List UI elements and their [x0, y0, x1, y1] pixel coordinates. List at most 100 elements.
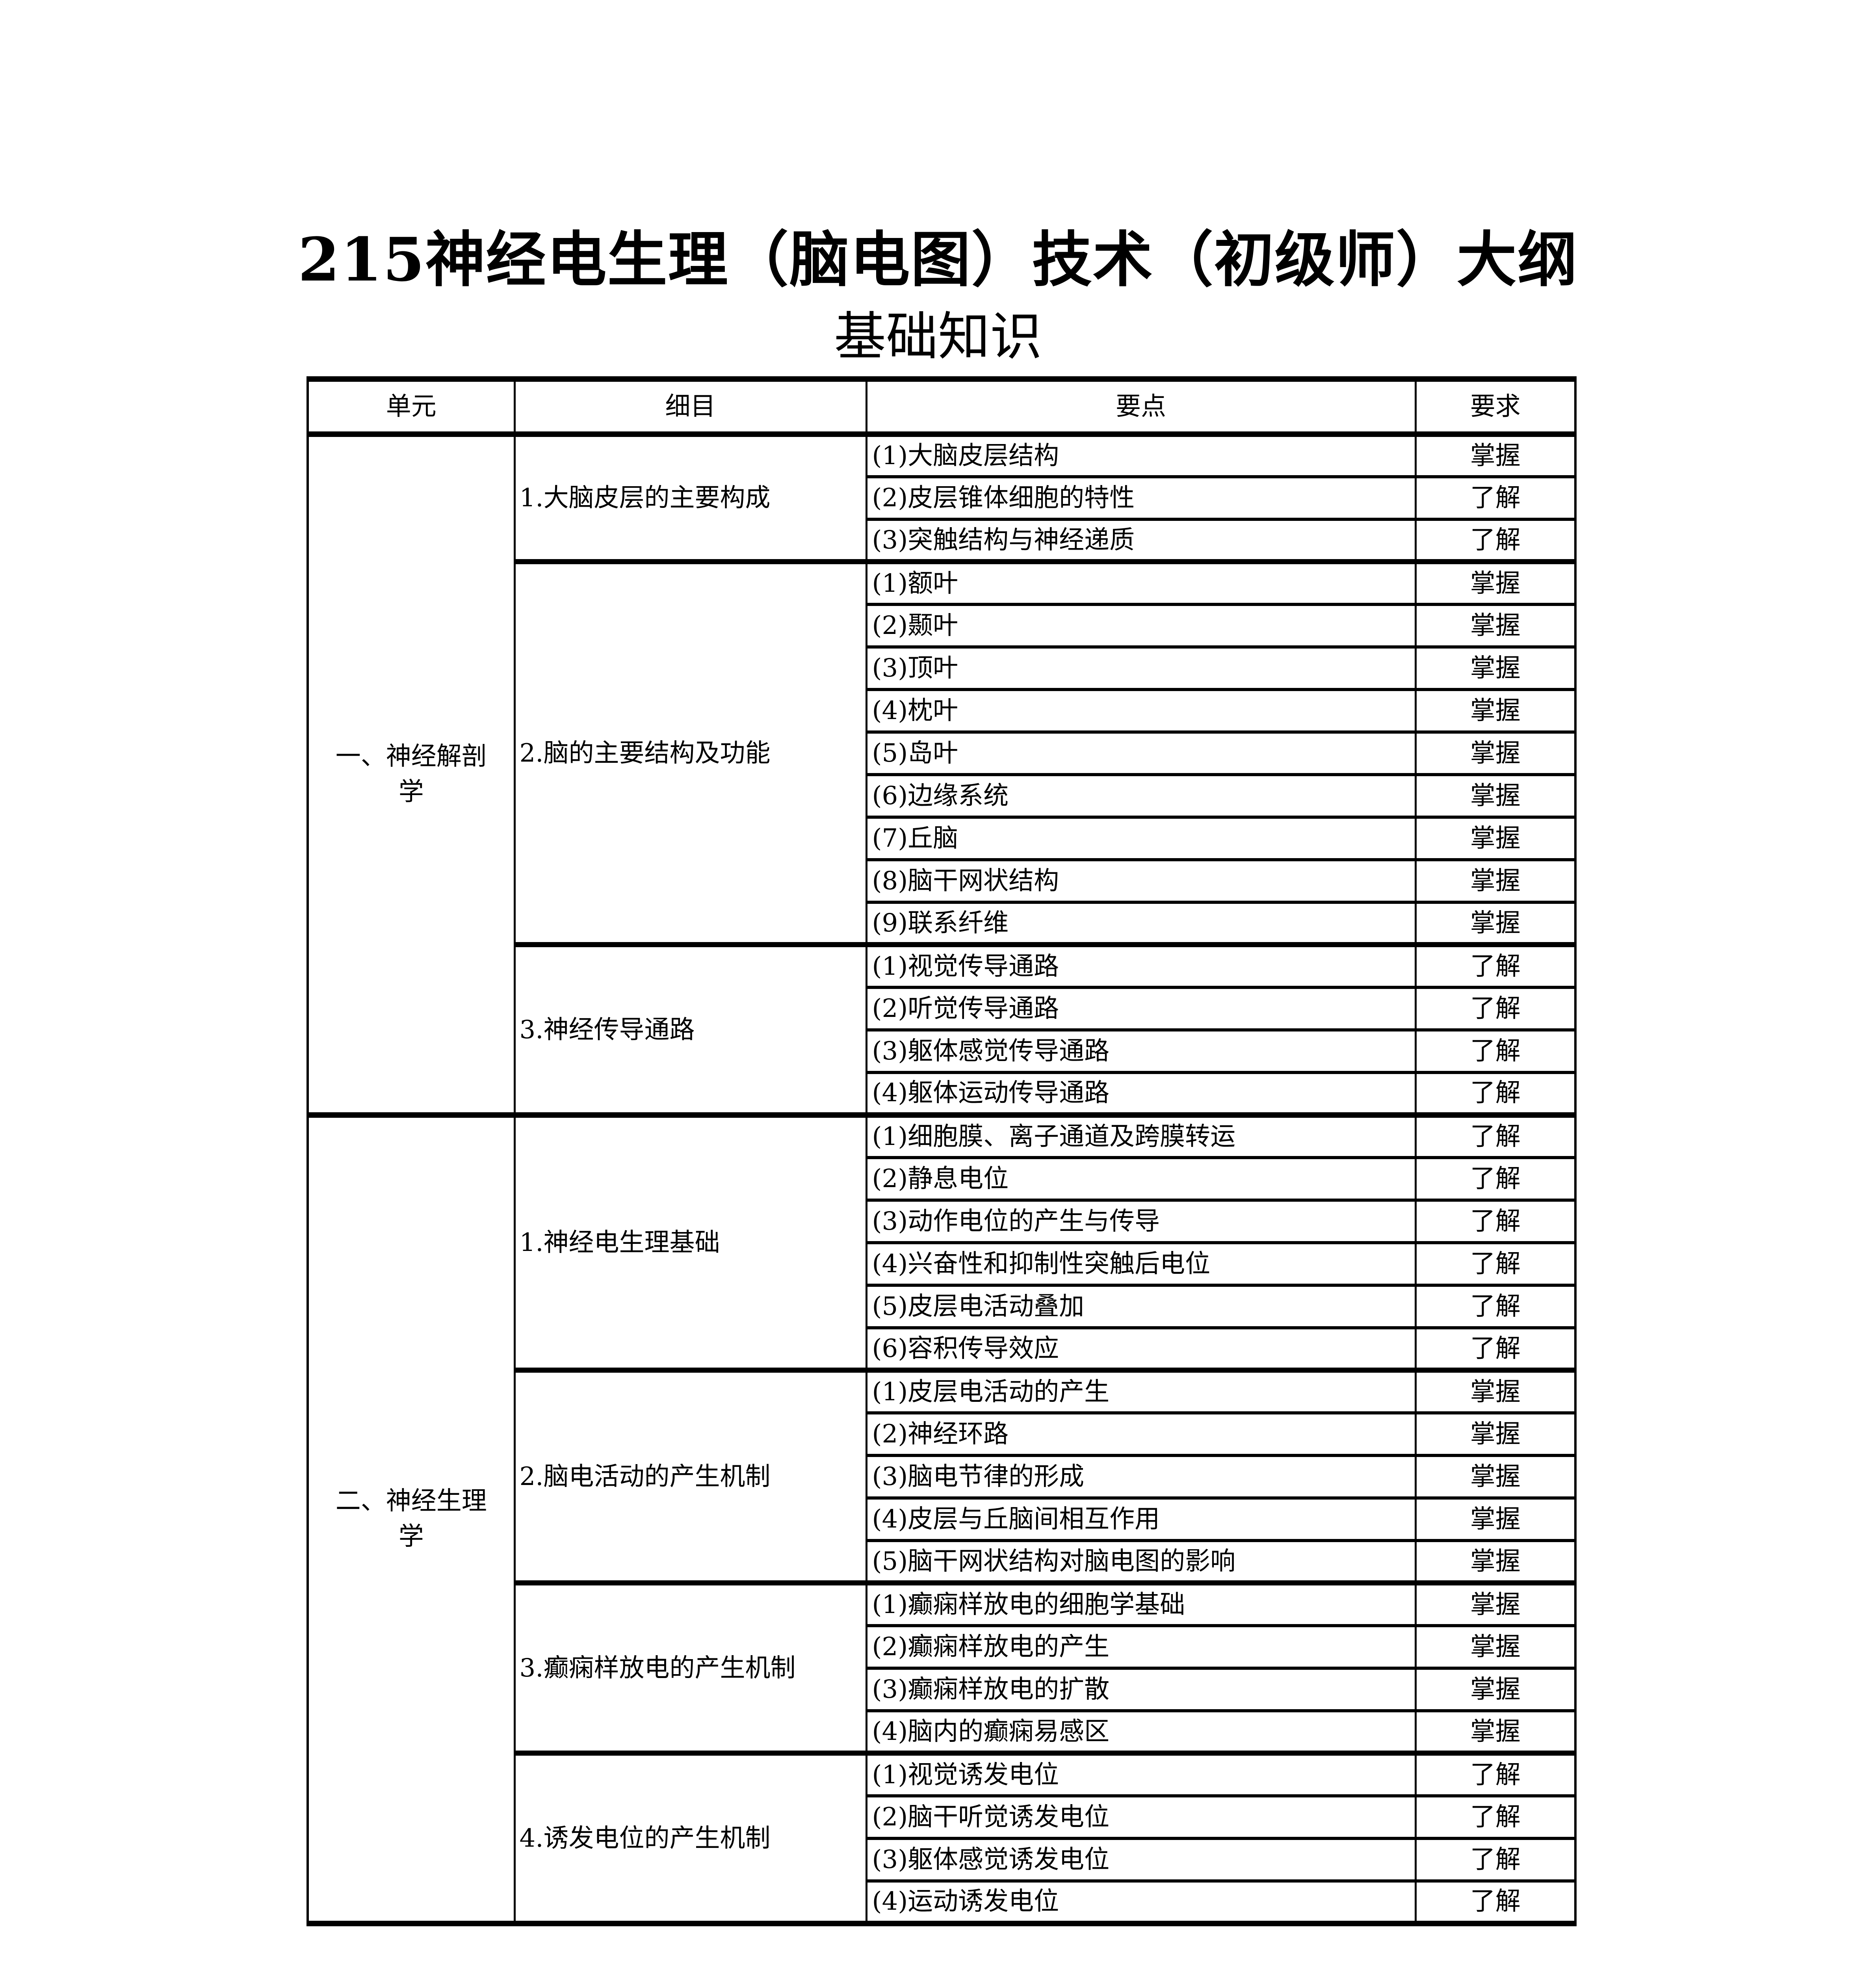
requirement-cell: 掌握 [1414, 1709, 1577, 1755]
point-cell: (5)皮层电活动叠加 [865, 1283, 1417, 1329]
requirement-cell: 了解 [1414, 1879, 1577, 1925]
point-cell: (3)顶叶 [865, 645, 1417, 691]
point-cell: (3)躯体感觉传导通路 [865, 1028, 1417, 1074]
point-cell: (3)躯体感觉诱发电位 [865, 1836, 1417, 1883]
point-cell: (4)躯体运动传导通路 [865, 1070, 1417, 1117]
table-row: (4)兴奋性和抑制性突触后电位 了解 [308, 1241, 1577, 1287]
item-cell: 3.神经传导通路 [513, 942, 867, 1117]
requirement-cell: 掌握 [1414, 730, 1577, 776]
requirement-cell: 掌握 [1414, 1624, 1577, 1670]
point-cell: (2)皮层锥体细胞的特性 [865, 475, 1417, 521]
table-row: (4)脑内的癫痫易感区 掌握 [308, 1709, 1577, 1755]
table-row: 3.癫痫样放电的产生机制 (1)癫痫样放电的细胞学基础 掌握 [308, 1580, 1577, 1755]
table-row: (2)颞叶 掌握 [308, 602, 1577, 649]
requirement-cell: 了解 [1414, 1070, 1577, 1117]
table-body: 一、神经解剖学 1.大脑皮层的主要构成 (1)大脑皮层结构 掌握 (2)皮层锥体细胞的特… [306, 431, 1577, 1925]
requirement-cell: 了解 [1414, 1283, 1577, 1329]
requirement-cell: 了解 [1414, 517, 1577, 563]
requirement-cell: 掌握 [1414, 1580, 1577, 1627]
table-row: (3)躯体感觉诱发电位 了解 [308, 1836, 1577, 1883]
requirement-cell: 掌握 [1414, 900, 1577, 946]
table-row: (3)脑电节律的形成 掌握 [308, 1453, 1577, 1500]
point-cell: (4)脑内的癫痫易感区 [865, 1709, 1417, 1755]
table-row: (7)丘脑 掌握 [308, 815, 1577, 861]
table-row: 2.脑的主要结构及功能 (1)额叶 掌握 [308, 559, 1577, 946]
table-row: 一、神经解剖学 1.大脑皮层的主要构成 (1)大脑皮层结构掌握 [306, 431, 1577, 1117]
requirement-cell: 掌握 [1414, 1539, 1577, 1585]
requirement-cell: 了解 [1414, 1112, 1577, 1159]
table-row: (9)联系纤维 掌握 [308, 900, 1577, 946]
syllabus-table: 单元 细目 要点 要求 一、神经解剖学 1.大脑皮层的主要构成 (1)大脑皮层结构掌… [306, 376, 1577, 1926]
table-row: (4)运动诱发电位 了解 [308, 1879, 1577, 1925]
point-cell: (4)兴奋性和抑制性突触后电位 [865, 1241, 1417, 1287]
point-cell: (6)容积传导效应 [865, 1326, 1417, 1372]
point-cell: (4)皮层与丘脑间相互作用 [865, 1496, 1417, 1542]
point-cell: (2)脑干听觉诱发电位 [865, 1794, 1417, 1840]
point-cell: (1)额叶 [865, 559, 1417, 606]
unit-cell: 二、神经生理学 [306, 1112, 516, 1925]
table-row: (3)躯体感觉传导通路 了解 [308, 1028, 1577, 1074]
item-cell: 4.诱发电位的产生机制 [513, 1751, 867, 1925]
table-row: 二、神经生理学 1.神经电生理基础 (1)细胞膜、离子通道及跨膜转运 了解 [306, 1112, 1577, 1925]
requirement-cell: 掌握 [1414, 773, 1577, 819]
page-title: 215神经电生理（脑电图）技术（初级师）大纲 [298, 224, 1578, 295]
requirement-cell: 掌握 [1414, 1666, 1577, 1712]
requirement-cell: 掌握 [1414, 815, 1577, 861]
table-row: (2)静息电位 了解 [308, 1156, 1577, 1202]
table-row: (2)皮层锥体细胞的特性 了解 [308, 475, 1577, 521]
requirement-cell: 了解 [1414, 1326, 1577, 1372]
page-subtitle: 基础知识 [834, 307, 1042, 368]
table-row: (4)皮层与丘脑间相互作用 掌握 [308, 1496, 1577, 1542]
table-row: (8)脑干网状结构 掌握 [308, 858, 1577, 904]
point-cell: (7)丘脑 [865, 815, 1417, 861]
unit-cell: 一、神经解剖学 [306, 431, 516, 1117]
item-cell: 2.脑电活动的产生机制 [513, 1368, 867, 1585]
requirement-cell: 掌握 [1414, 645, 1577, 691]
requirement-cell: 了解 [1414, 1241, 1577, 1287]
point-cell: (1)视觉诱发电位 [865, 1751, 1417, 1797]
requirement-cell: 了解 [1414, 475, 1577, 521]
table-row: (2)神经环路 掌握 [308, 1411, 1577, 1457]
point-cell: (1)大脑皮层结构 [865, 431, 1417, 478]
point-cell: (6)边缘系统 [865, 773, 1417, 819]
table-row: (3)突触结构与神经递质 了解 [308, 517, 1577, 563]
requirement-cell: 了解 [1414, 1836, 1577, 1883]
table-row: (2)听觉传导通路 了解 [308, 985, 1577, 1031]
table-row: (3)顶叶 掌握 [308, 645, 1577, 691]
point-cell: (2)神经环路 [865, 1411, 1417, 1457]
requirement-cell: 了解 [1414, 1156, 1577, 1202]
point-cell: (8)脑干网状结构 [865, 858, 1417, 904]
requirement-cell: 掌握 [1414, 602, 1577, 649]
point-cell: (3)突触结构与神经递质 [865, 517, 1417, 563]
point-cell: (5)脑干网状结构对脑电图的影响 [865, 1539, 1417, 1585]
requirement-cell: 掌握 [1414, 688, 1577, 734]
requirement-cell: 了解 [1414, 942, 1577, 989]
requirement-cell: 掌握 [1414, 1411, 1577, 1457]
requirement-cell: 掌握 [1414, 858, 1577, 904]
point-cell: (3)动作电位的产生与传导 [865, 1198, 1417, 1244]
table-row: 4.诱发电位的产生机制 (1)视觉诱发电位了解 [308, 1751, 1577, 1925]
point-cell: (3)癫痫样放电的扩散 [865, 1666, 1417, 1712]
point-cell: (2)听觉传导通路 [865, 985, 1417, 1031]
point-cell: (4)运动诱发电位 [865, 1879, 1417, 1925]
point-cell: (1)皮层电活动的产生 [865, 1368, 1417, 1414]
table-row: (5)皮层电活动叠加 了解 [308, 1283, 1577, 1329]
requirement-cell: 掌握 [1414, 1453, 1577, 1500]
col-header-requirement: 要求 [1414, 378, 1577, 437]
point-cell: (5)岛叶 [865, 730, 1417, 776]
requirement-cell: 了解 [1414, 1198, 1577, 1244]
table-row: (3)癫痫样放电的扩散 掌握 [308, 1666, 1577, 1712]
item-cell: 1.大脑皮层的主要构成 [513, 431, 867, 563]
point-cell: (4)枕叶 [865, 688, 1417, 734]
requirement-cell: 了解 [1414, 985, 1577, 1031]
table-row: (6)边缘系统 掌握 [308, 773, 1577, 819]
point-cell: (2)癫痫样放电的产生 [865, 1624, 1417, 1670]
item-cell: 3.癫痫样放电的产生机制 [513, 1580, 867, 1755]
point-cell: (9)联系纤维 [865, 900, 1417, 946]
item-cell: 2.脑的主要结构及功能 [513, 559, 867, 946]
table-row: 2.脑电活动的产生机制 (1)皮层电活动的产生 掌握 [308, 1368, 1577, 1585]
table-row: (2)脑干听觉诱发电位 了解 [308, 1794, 1577, 1840]
table-row: (4)躯体运动传导通路 了解 [308, 1070, 1577, 1117]
col-header-unit: 单元 [306, 378, 516, 437]
item-cell: 1.神经电生理基础 [513, 1112, 867, 1372]
